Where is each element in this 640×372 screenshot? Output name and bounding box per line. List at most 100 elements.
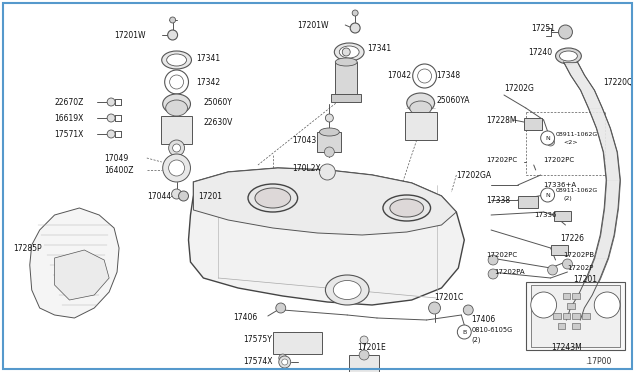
Text: B: B [462,330,467,334]
Text: 17201E: 17201E [357,343,386,353]
Text: 17042: 17042 [387,71,411,80]
Ellipse shape [255,188,291,208]
Ellipse shape [407,93,435,113]
Ellipse shape [162,51,191,69]
Ellipse shape [559,51,577,61]
Bar [557,323,566,329]
Text: 17285P: 17285P [13,244,42,253]
Circle shape [413,64,436,88]
Circle shape [559,25,572,39]
Ellipse shape [339,46,359,58]
Circle shape [282,359,288,365]
Text: 17201W: 17201W [298,20,329,29]
Bar [568,303,575,309]
Text: 17202PC: 17202PC [486,252,517,258]
FancyBboxPatch shape [317,132,341,152]
Text: (2): (2) [563,196,572,201]
FancyBboxPatch shape [332,94,361,102]
Circle shape [276,303,285,313]
Circle shape [107,114,115,122]
Text: 17202P: 17202P [568,265,594,271]
Circle shape [488,269,498,279]
Ellipse shape [383,195,431,221]
Polygon shape [189,168,464,305]
Text: N: N [545,192,550,198]
Ellipse shape [334,43,364,61]
Circle shape [170,75,184,89]
Circle shape [458,325,471,339]
Text: 16619X: 16619X [54,113,84,122]
Circle shape [319,164,335,180]
Text: 17348: 17348 [436,71,461,80]
Text: 17336+A: 17336+A [543,182,577,188]
Circle shape [324,147,334,157]
Circle shape [463,305,473,315]
Bar [572,293,580,299]
Bar [563,293,570,299]
Text: 17228M: 17228M [486,115,516,125]
Text: 17202PC: 17202PC [543,157,575,163]
Ellipse shape [390,199,424,217]
Circle shape [173,144,180,152]
Text: 17251: 17251 [531,23,555,32]
Ellipse shape [166,100,188,116]
Polygon shape [30,208,119,318]
Circle shape [179,191,189,201]
Text: 17342: 17342 [196,77,221,87]
Polygon shape [531,285,620,347]
Ellipse shape [556,48,581,64]
Text: 25060Y: 25060Y [204,97,232,106]
Text: 17226: 17226 [561,234,584,243]
Ellipse shape [163,94,191,114]
Ellipse shape [166,54,186,66]
FancyBboxPatch shape [550,245,568,255]
Bar [563,313,570,319]
Text: 17044: 17044 [147,192,171,201]
Circle shape [170,17,175,23]
Text: 17406: 17406 [471,315,495,324]
Circle shape [548,265,557,275]
Text: .17P00: .17P00 [586,357,612,366]
Circle shape [360,336,368,344]
Ellipse shape [335,58,357,66]
Text: 17574X: 17574X [243,357,273,366]
FancyBboxPatch shape [273,332,323,354]
Circle shape [359,350,369,360]
Text: 08911-1062G: 08911-1062G [556,187,598,192]
Text: 17202PC: 17202PC [486,157,517,163]
Bar [572,313,580,319]
Circle shape [169,140,184,156]
Ellipse shape [325,275,369,305]
Circle shape [531,292,557,318]
Text: 17341: 17341 [196,54,221,62]
Text: 17202G: 17202G [504,83,534,93]
Bar [582,313,590,319]
FancyBboxPatch shape [526,282,625,350]
Circle shape [107,98,115,106]
FancyBboxPatch shape [554,211,572,221]
Text: 17220Q: 17220Q [603,77,633,87]
Text: 08911-1062G: 08911-1062G [556,131,598,137]
FancyBboxPatch shape [349,355,379,372]
Circle shape [163,154,191,182]
Text: 17201: 17201 [573,276,597,285]
Circle shape [595,292,620,318]
Ellipse shape [319,128,339,136]
Text: 22670Z: 22670Z [54,97,84,106]
Ellipse shape [248,184,298,212]
Text: 17406: 17406 [233,314,257,323]
Text: 17202PA: 17202PA [494,269,525,275]
Text: 25060YA: 25060YA [436,96,470,105]
Text: 17243M: 17243M [552,343,582,353]
Polygon shape [54,250,109,300]
Text: (2): (2) [471,337,481,343]
Bar [572,323,580,329]
Text: 17201C: 17201C [435,294,464,302]
Ellipse shape [333,280,361,299]
Circle shape [350,23,360,33]
Circle shape [418,69,431,83]
Circle shape [352,10,358,16]
Polygon shape [193,168,456,235]
Circle shape [279,356,291,368]
Circle shape [164,70,189,94]
